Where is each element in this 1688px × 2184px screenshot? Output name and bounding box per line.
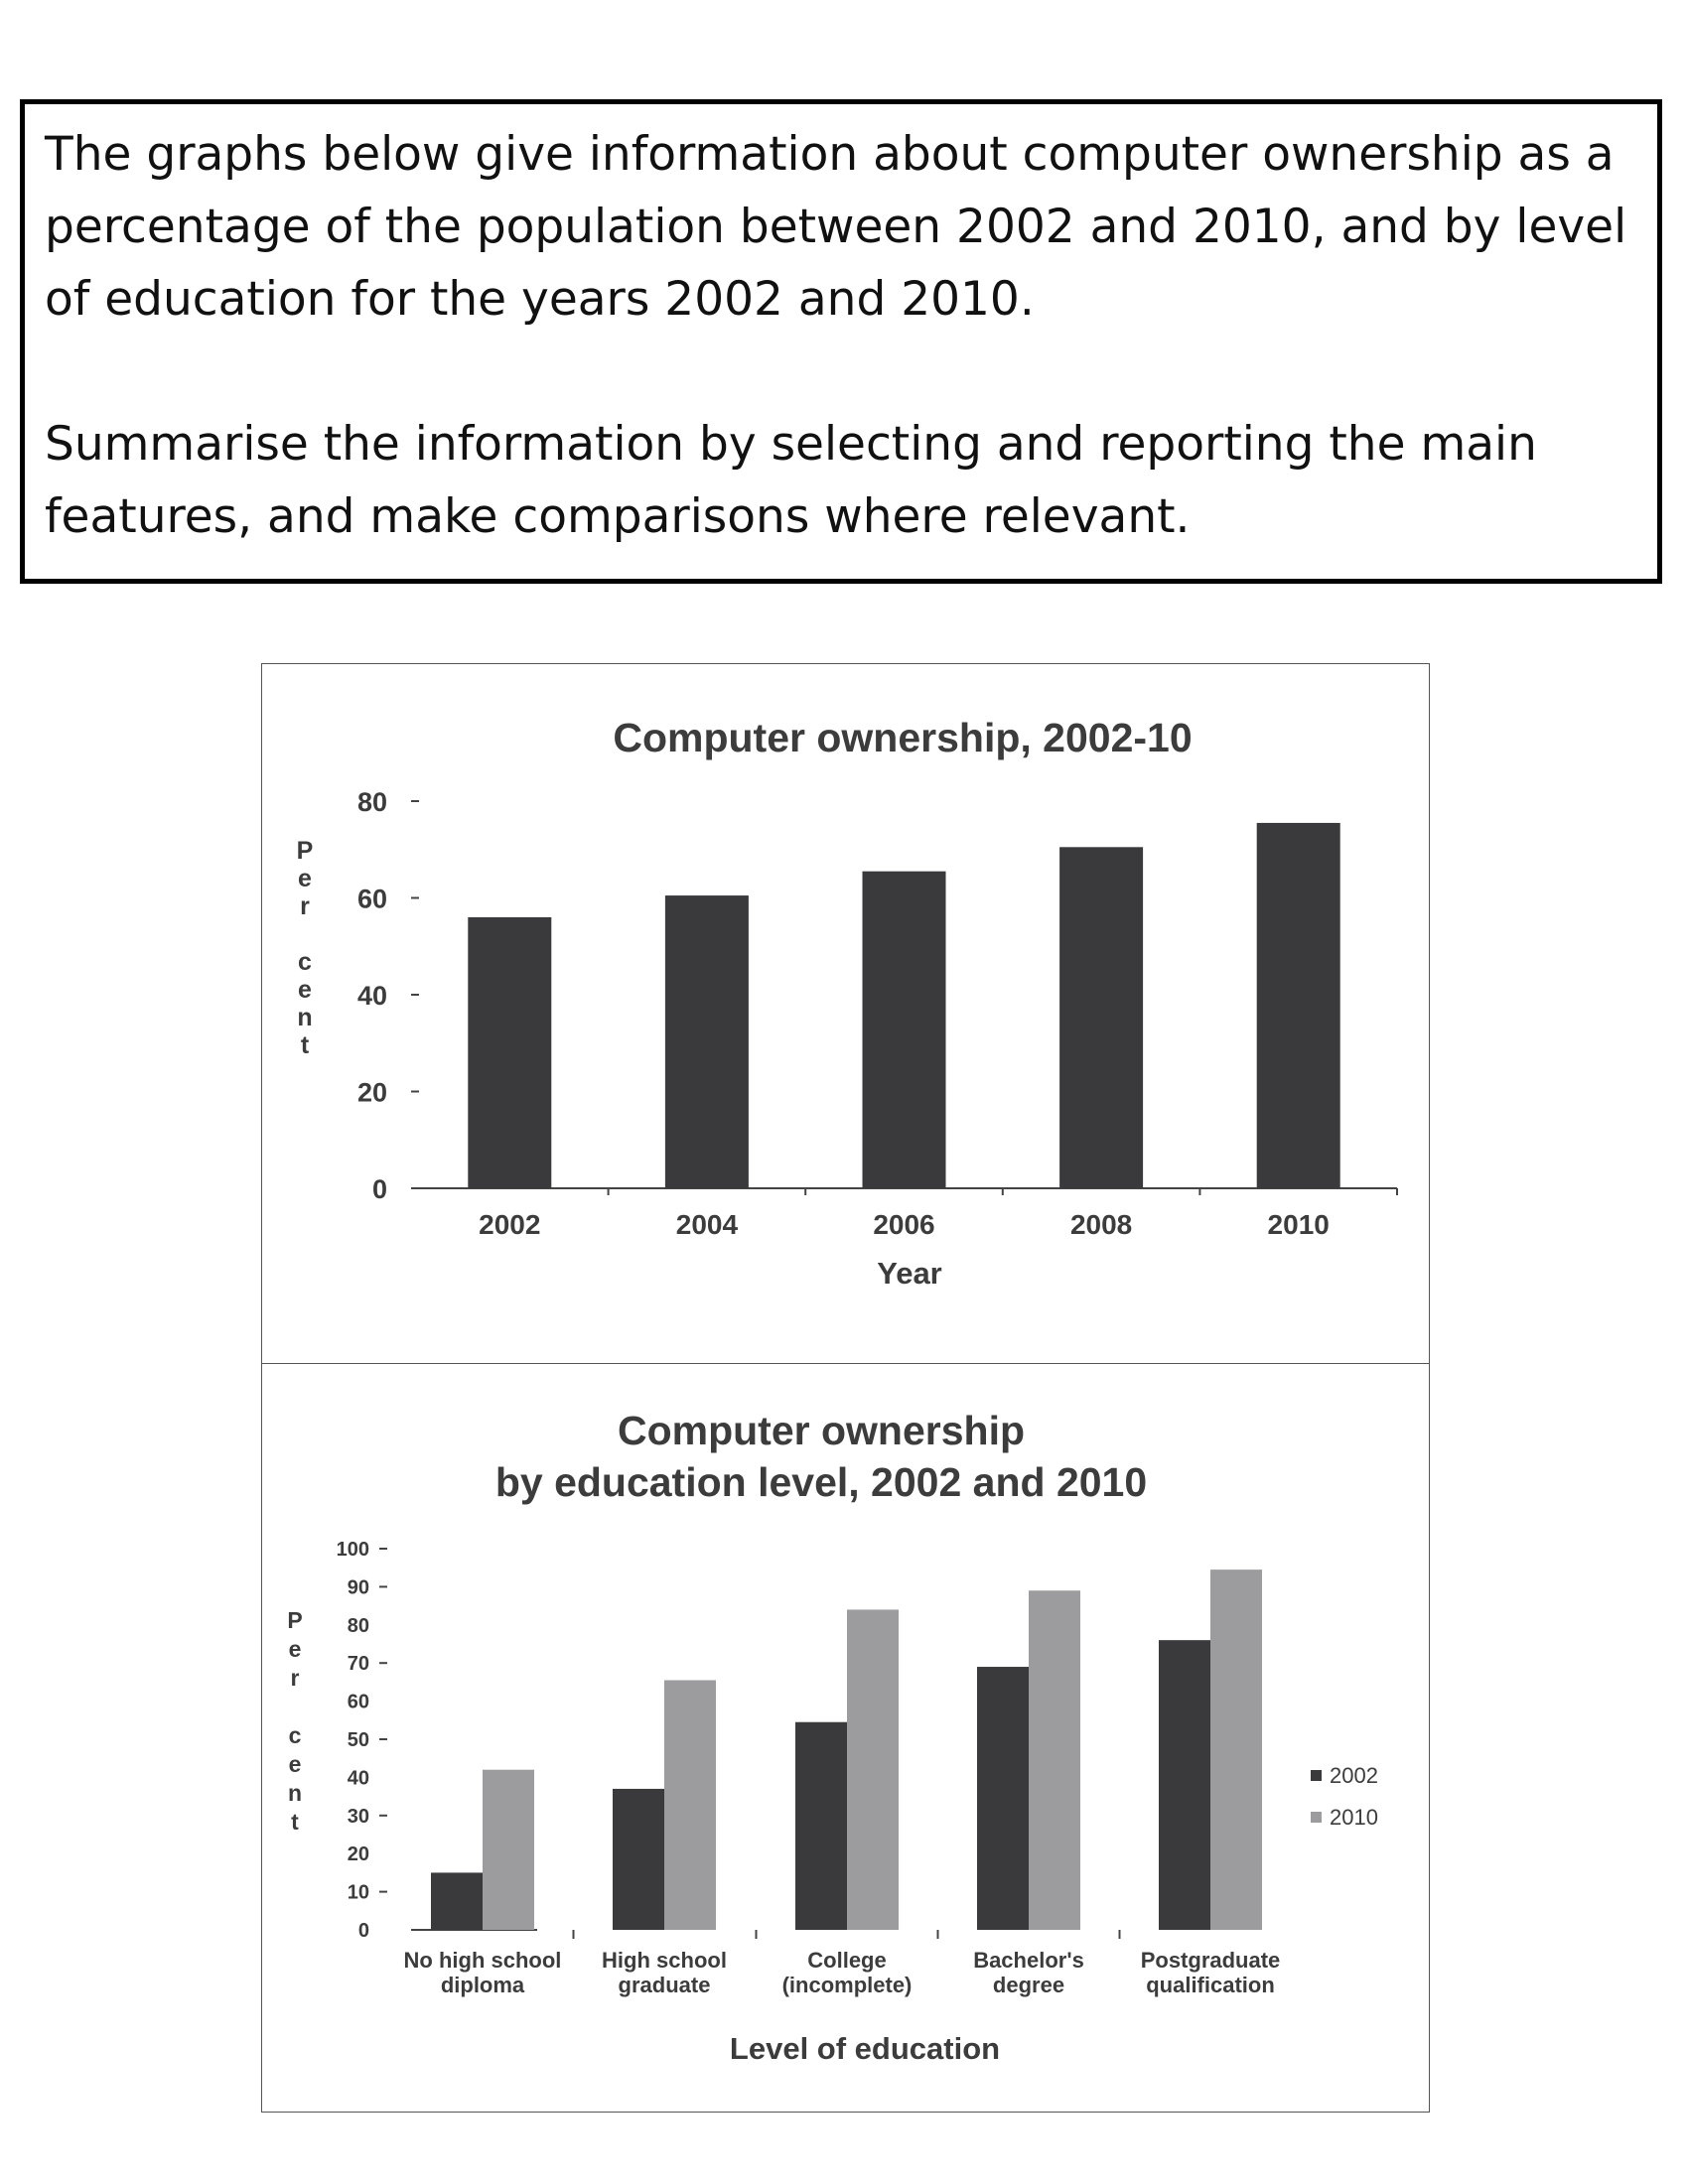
legend-label-2002: 2002 [1330, 1763, 1378, 1788]
chart-1-y-tick-label: 40 [357, 981, 387, 1011]
chart-2-x-tick-label-line-1: High school [602, 1948, 727, 1973]
bar-postgraduate-2010 [1210, 1570, 1262, 1930]
chart-2-y-tick-label: 70 [348, 1653, 369, 1675]
bar-bachelor-s-2002 [977, 1667, 1029, 1930]
bar-2008 [1059, 847, 1144, 1188]
bar-2004 [664, 895, 749, 1188]
chart-2-x-tick-label-line-1: Postgraduate [1141, 1948, 1281, 1973]
chart-ownership-by-education: Computer ownership by education level, 20… [261, 1363, 1430, 2113]
bar-2010 [1256, 822, 1340, 1188]
chart-2-y-tick-label: 50 [348, 1729, 369, 1751]
chart-2-y-tick-label: 0 [358, 1920, 369, 1942]
bar-2002 [468, 917, 552, 1188]
chart-2-y-tick-label: 20 [348, 1843, 369, 1865]
bar-college-2010 [847, 1609, 899, 1930]
task-paragraph-2: Summarise the information by selecting a… [45, 417, 1537, 544]
chart-2-x-axis-label: Level of education [730, 2031, 1000, 2066]
chart-2-x-tick-label-line-1: Bachelor's [973, 1948, 1084, 1973]
chart-2-title-line-1: Computer ownership [618, 1408, 1025, 1453]
chart-1-x-tick-label: 2006 [873, 1209, 934, 1240]
chart-1-y-tick-label: 20 [357, 1078, 387, 1108]
chart-1-y-tick-label: 60 [357, 885, 387, 914]
chart-1-x-axis-label: Year [877, 1256, 942, 1291]
chart-2-y-tick-label: 90 [348, 1576, 369, 1598]
chart-2-y-tick-label: 100 [337, 1539, 369, 1561]
task-instructions: The graphs below give information about … [20, 99, 1662, 584]
chart-2-x-tick-label-line-2: (incomplete) [782, 1973, 913, 1997]
chart-2-y-tick-label: 30 [348, 1806, 369, 1828]
chart-1-y-tick-label: 0 [372, 1174, 387, 1204]
chart-2-y-tick-label: 40 [348, 1767, 369, 1789]
legend-label-2010: 2010 [1330, 1805, 1378, 1830]
chart-1-x-tick-label: 2004 [676, 1209, 739, 1240]
task-paragraph-1: The graphs below give information about … [45, 127, 1627, 327]
chart-1-x-tick-label: 2002 [479, 1209, 540, 1240]
chart-1-svg: Computer ownership, 2002-10 P e r c e n t 0 20 40 6… [297, 715, 1398, 1291]
chart-2-svg: Computer ownership by education level, 20… [287, 1408, 1378, 2066]
chart-2-y-tick-label: 10 [348, 1882, 369, 1904]
bar-bachelor-s-2010 [1029, 1590, 1080, 1930]
chart-2-x-tick-label-line-2: qualification [1146, 1973, 1275, 1997]
legend-swatch-2002 [1311, 1770, 1322, 1781]
chart-2-x-tick-label-line-1: College [807, 1948, 886, 1973]
chart-2-x-tick-label-line-2: diploma [441, 1973, 525, 1997]
legend-swatch-2010 [1311, 1812, 1322, 1823]
chart-2-y-tick-label: 80 [348, 1615, 369, 1637]
chart-2-x-tick-label-line-1: No high school [404, 1948, 562, 1973]
bar-college-2002 [795, 1721, 847, 1930]
chart-1-x-tick-label: 2010 [1268, 1209, 1330, 1240]
bar-no-high-school-2010 [483, 1769, 534, 1930]
chart-2-title-line-2: by education level, 2002 and 2010 [495, 1459, 1147, 1505]
bar-high-school-2002 [613, 1788, 664, 1930]
bar-postgraduate-2002 [1159, 1640, 1210, 1930]
chart-2-y-tick-label: 60 [348, 1692, 369, 1713]
chart-2-x-tick-label-line-2: graduate [619, 1973, 711, 1997]
chart-1-x-tick-label: 2008 [1070, 1209, 1132, 1240]
bar-2006 [862, 871, 946, 1188]
chart-2-x-tick-label-line-2: degree [993, 1973, 1064, 1997]
bar-no-high-school-2002 [431, 1872, 483, 1930]
bar-high-school-2010 [664, 1680, 716, 1930]
chart-1-y-tick-label: 80 [357, 787, 387, 817]
chart-1-title: Computer ownership, 2002-10 [613, 715, 1192, 760]
